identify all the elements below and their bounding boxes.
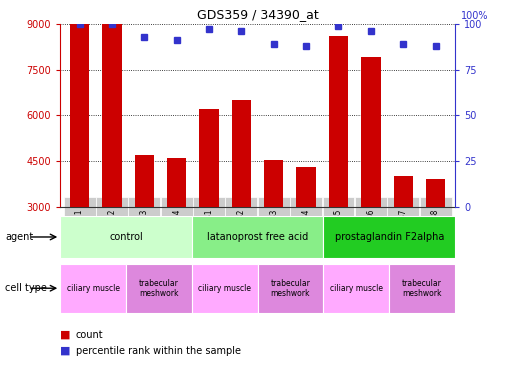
Text: cell type: cell type (5, 283, 47, 293)
Text: ■: ■ (60, 330, 71, 340)
Bar (426, 179, 445, 207)
Text: latanoprost free acid: latanoprost free acid (207, 232, 308, 242)
Bar (199, 109, 219, 207)
Text: percentile rank within the sample: percentile rank within the sample (76, 346, 241, 356)
Bar (60, 264, 126, 313)
Bar (70, 24, 89, 207)
Text: control: control (109, 232, 143, 242)
Bar (134, 155, 154, 207)
Text: trabecular
meshwork: trabecular meshwork (270, 279, 311, 298)
Bar (393, 176, 413, 207)
Text: trabecular
meshwork: trabecular meshwork (139, 279, 179, 298)
Text: ciliary muscle: ciliary muscle (66, 284, 120, 293)
Text: trabecular
meshwork: trabecular meshwork (402, 279, 442, 298)
Bar (192, 264, 257, 313)
Bar (192, 216, 323, 258)
Text: 100%: 100% (461, 11, 488, 21)
Bar (167, 158, 186, 207)
Bar (389, 264, 455, 313)
Text: prostaglandin F2alpha: prostaglandin F2alpha (335, 232, 444, 242)
Bar (126, 264, 192, 313)
Bar (60, 216, 192, 258)
Title: GDS359 / 34390_at: GDS359 / 34390_at (197, 8, 319, 21)
Text: ciliary muscle: ciliary muscle (330, 284, 383, 293)
Bar (257, 264, 323, 313)
Bar (361, 57, 381, 207)
Bar (323, 216, 455, 258)
Text: ■: ■ (60, 346, 71, 356)
Bar (297, 167, 316, 207)
Bar (232, 100, 251, 207)
Bar (329, 36, 348, 207)
Bar (264, 160, 283, 207)
Text: count: count (76, 330, 104, 340)
Text: agent: agent (5, 232, 33, 242)
Bar (102, 24, 122, 207)
Text: ciliary muscle: ciliary muscle (198, 284, 251, 293)
Bar (323, 264, 389, 313)
